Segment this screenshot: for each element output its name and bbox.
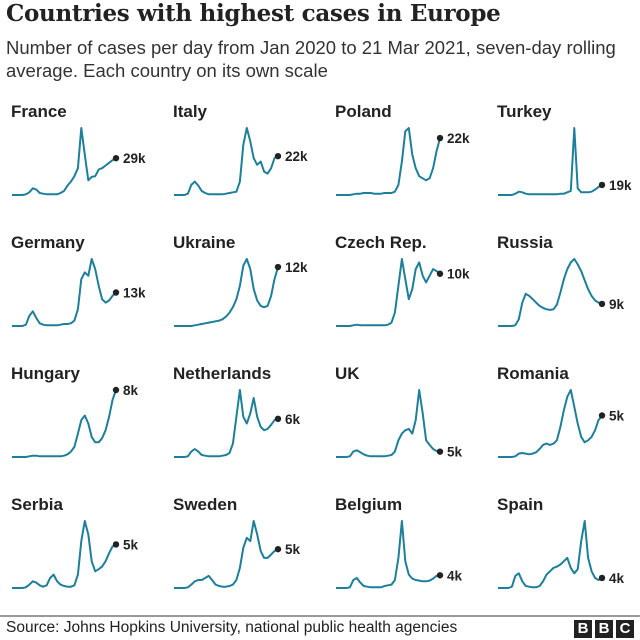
panel-turkey: Turkey 19k [497,102,632,196]
panel-title: Poland [335,102,392,121]
series-line [12,127,117,196]
latest-value-label: 10k [447,267,470,282]
bbc-logo-b2: B [595,620,613,638]
latest-value-label: 22k [285,149,308,164]
panel-italy: Italy 22k [173,102,308,196]
footer-divider [0,615,640,617]
series-line [12,520,117,589]
latest-point [436,572,444,579]
series-line [498,258,603,327]
latest-value-label: 4k [447,568,463,583]
series-line [174,127,279,196]
latest-point [112,541,120,548]
latest-value-label: 5k [447,445,463,460]
series-line [12,258,117,327]
panel-title: Netherlands [173,364,271,383]
bbc-logo-b1: B [574,620,592,638]
panel-sweden: Sweden 5k [173,495,301,589]
panel-title: Czech Rep. [335,233,427,252]
panel-title: Belgium [335,495,402,514]
panel-title: Italy [173,102,208,121]
latest-point [112,289,120,296]
latest-value-label: 22k [447,131,470,146]
series-line [498,127,603,196]
panel-title: Romania [497,364,569,383]
latest-value-label: 5k [285,542,301,557]
series-line [174,520,279,589]
panel-title: Spain [497,495,543,514]
series-line [336,258,441,327]
latest-value-label: 8k [123,383,139,398]
panel-title: Turkey [497,102,552,121]
latest-value-label: 29k [123,151,146,166]
panel-czech-rep: Czech Rep. 10k [335,233,470,327]
latest-value-label: 12k [285,260,308,275]
latest-point [436,448,444,455]
latest-point [112,386,120,394]
bbc-logo-c: C [616,620,634,638]
panel-title: Serbia [11,495,64,514]
panel-title: Hungary [11,364,81,383]
latest-value-label: 19k [609,178,632,193]
panel-serbia: Serbia 5k [11,495,139,589]
latest-point [436,270,444,277]
latest-point [598,300,606,308]
latest-point [598,181,606,189]
latest-point [274,152,282,160]
series-line [336,389,441,458]
latest-point [274,263,282,271]
latest-point [598,412,606,419]
panel-title: UK [335,364,360,383]
small-multiples-chart: France 29k Italy 22k Poland 22k Turkey 19k Germa… [11,102,632,589]
panel-netherlands: Netherlands 6k [173,364,301,458]
latest-point [436,134,444,142]
latest-point [274,415,282,423]
series-line [12,389,117,458]
panel-title: France [11,102,67,121]
panel-ukraine: Ukraine 12k [173,233,308,327]
series-line [498,520,603,589]
series-line [498,389,603,458]
panel-poland: Poland 22k [335,102,470,196]
panel-belgium: Belgium 4k [335,495,463,589]
latest-value-label: 4k [609,571,625,586]
latest-value-label: 5k [123,537,139,552]
series-line [174,258,279,327]
series-line [336,520,441,589]
panel-title: Russia [497,233,553,252]
panel-france: France 29k [11,102,146,196]
series-line [336,127,441,196]
latest-point [274,545,282,553]
panel-title: Ukraine [173,233,235,252]
source-note: Source: Johns Hopkins University, nation… [6,619,458,636]
latest-value-label: 6k [285,412,301,427]
series-line [174,389,279,458]
latest-value-label: 9k [609,297,625,312]
panel-title: Sweden [173,495,237,514]
latest-point [112,154,120,162]
panel-germany: Germany 13k [11,233,146,327]
latest-point [598,574,606,582]
chart-subtitle: Number of cases per day from Jan 2020 to… [6,37,616,81]
chart-title: Countries with highest cases in Europe [6,0,501,27]
panel-hungary: Hungary 8k [11,364,139,458]
latest-value-label: 13k [123,286,146,301]
panel-romania: Romania 5k [497,364,625,458]
panel-spain: Spain 4k [497,495,625,589]
panel-uk: UK 5k [335,364,463,460]
panel-russia: Russia 9k [497,233,625,327]
latest-value-label: 5k [609,408,625,423]
bbc-logo: B B C [574,620,634,638]
panel-title: Germany [11,233,85,252]
